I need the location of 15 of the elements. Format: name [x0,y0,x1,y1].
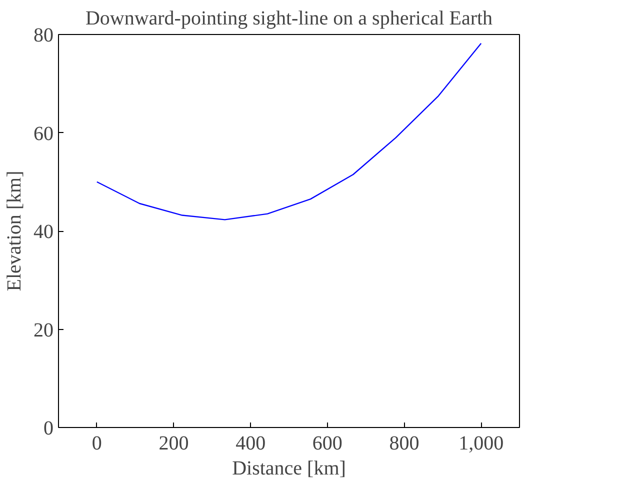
x-axis-title: Distance [km] [232,458,346,480]
x-tick-label: 200 [158,432,189,454]
x-tick-label: 400 [236,432,266,454]
x-tick-label: 800 [389,432,420,454]
y-tick-label: 0 [44,418,54,440]
chart-title: Downward-pointing sight-line on a spherical Earth [85,8,493,30]
y-tick-label: 40 [34,221,54,243]
y-axis-title: Elevation [km] [4,170,26,292]
x-tick-label: 0 [92,432,102,454]
y-tick-label: 80 [34,24,54,46]
y-tick-label: 20 [34,319,54,342]
x-tick-label: 1,000 [458,432,504,454]
x-tick-label: 600 [312,432,342,454]
line-series [96,42,482,220]
y-tick-label: 60 [34,122,54,145]
